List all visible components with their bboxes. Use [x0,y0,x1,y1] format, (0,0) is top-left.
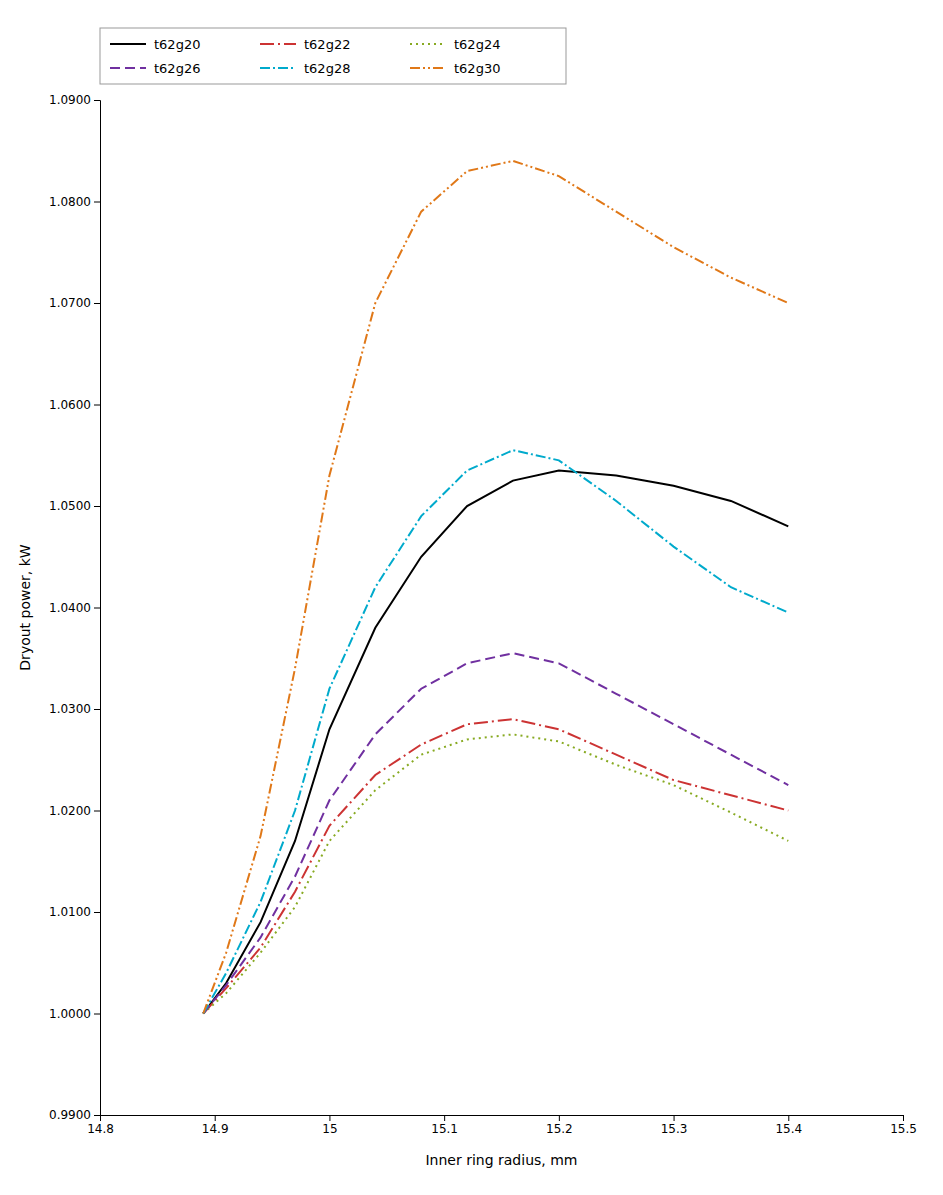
legend-item: t62g24 [410,37,500,52]
tick-mark [94,811,100,812]
legend-label: t62g28 [304,61,350,76]
tick-label: 1.0900 [49,93,91,107]
tick-mark [329,1115,330,1121]
tick-label: 1.0300 [49,702,91,716]
legend-swatch [410,67,446,69]
x-tick: 14.9 [202,1115,229,1136]
tick-mark [94,912,100,913]
axis-line [101,1116,904,1122]
y-tick: 1.0600 [49,398,100,412]
tick-mark [94,100,100,101]
tick-mark [215,1115,216,1121]
y-tick: 1.0900 [49,93,100,107]
tick-label: 15 [322,1122,337,1136]
legend-swatch [110,67,146,69]
tick-mark [94,506,100,507]
tick-mark [674,1115,675,1121]
series-line [203,450,788,1013]
tick-mark [559,1115,560,1121]
tick-mark [94,303,100,304]
legend-swatch [410,43,446,45]
chart: 14.8 14.9 15 15.1 15.2 15.3 15.4 15.5 0.9900 1.00… [0,0,943,1195]
x-tick: 15.5 [890,1115,917,1136]
legend-swatch [260,43,296,45]
tick-label: 1.0100 [49,905,91,919]
tick-label: 15.1 [431,1122,458,1136]
tick-mark [94,1115,100,1116]
legend-item: t62g20 [110,37,200,52]
tick-mark [788,1115,789,1121]
tick-label: 0.9900 [49,1108,91,1122]
legend: t62g20 t62g22 t62g24 t62g26 t62g28 t62g30 [100,28,566,84]
legend-label: t62g26 [154,61,200,76]
y-axis: 0.9900 1.0000 1.0100 1.0200 1.0300 1.0400 1.05… [49,93,101,1122]
legend-frame [100,28,566,84]
x-tick: 15 [322,1115,337,1136]
y-tick: 1.0500 [49,499,100,513]
y-tick: 1.0200 [49,804,100,818]
legend-label: t62g30 [454,61,500,76]
tick-label: 14.8 [87,1122,114,1136]
x-tick: 15.1 [431,1115,458,1136]
series-line [203,161,788,1014]
legend-item: t62g30 [410,61,500,76]
tick-label: 1.0400 [49,601,91,615]
tick-mark [903,1115,904,1121]
series-line [203,653,788,1013]
y-tick: 1.0400 [49,601,100,615]
legend-item: t62g22 [260,37,350,52]
x-axis-title: Inner ring radius, mm [425,1152,577,1168]
y-tick: 1.0000 [49,1007,100,1021]
tick-label: 14.9 [202,1122,229,1136]
tick-label: 15.4 [775,1122,802,1136]
axis-line [94,101,101,1116]
x-tick: 15.2 [546,1115,573,1136]
tick-label: 1.0000 [49,1007,91,1021]
series-line [203,734,788,1013]
series-line [203,470,788,1013]
tick-mark [94,1014,100,1015]
tick-label: 1.0200 [49,804,91,818]
tick-label: 1.0700 [49,296,91,310]
y-axis-title: Dryout power, kW [17,544,33,670]
y-tick: 1.0700 [49,296,100,310]
tick-label: 15.5 [890,1122,917,1136]
tick-label: 1.0500 [49,499,91,513]
plot: 14.8 14.9 15 15.1 15.2 15.3 15.4 15.5 0.9900 1.00… [17,28,917,1168]
tick-label: 1.0600 [49,398,91,412]
tick-label: 1.0800 [49,195,91,209]
y-tick: 1.0800 [49,195,100,209]
legend-item: t62g26 [110,61,200,76]
tick-label: 15.3 [661,1122,688,1136]
lines [203,161,788,1014]
legend-swatch [110,43,146,45]
tick-mark [444,1115,445,1121]
y-tick: 0.9900 [49,1108,100,1122]
tick-label: 15.2 [546,1122,573,1136]
legend-item: t62g28 [260,61,350,76]
y-tick: 1.0100 [49,905,100,919]
x-tick: 15.3 [661,1115,688,1136]
x-tick: 15.4 [775,1115,802,1136]
tick-mark [94,405,100,406]
x-tick: 14.8 [87,1115,114,1136]
series-line [203,719,788,1013]
x-axis: 14.8 14.9 15 15.1 15.2 15.3 15.4 15.5 [87,1115,917,1136]
legend-label: t62g22 [304,37,350,52]
legend-label: t62g20 [154,37,200,52]
legend-label: t62g24 [454,37,500,52]
tick-mark [94,202,100,203]
legend-swatch [260,67,296,69]
tick-mark [94,608,100,609]
y-tick: 1.0300 [49,702,100,716]
tick-mark [94,709,100,710]
